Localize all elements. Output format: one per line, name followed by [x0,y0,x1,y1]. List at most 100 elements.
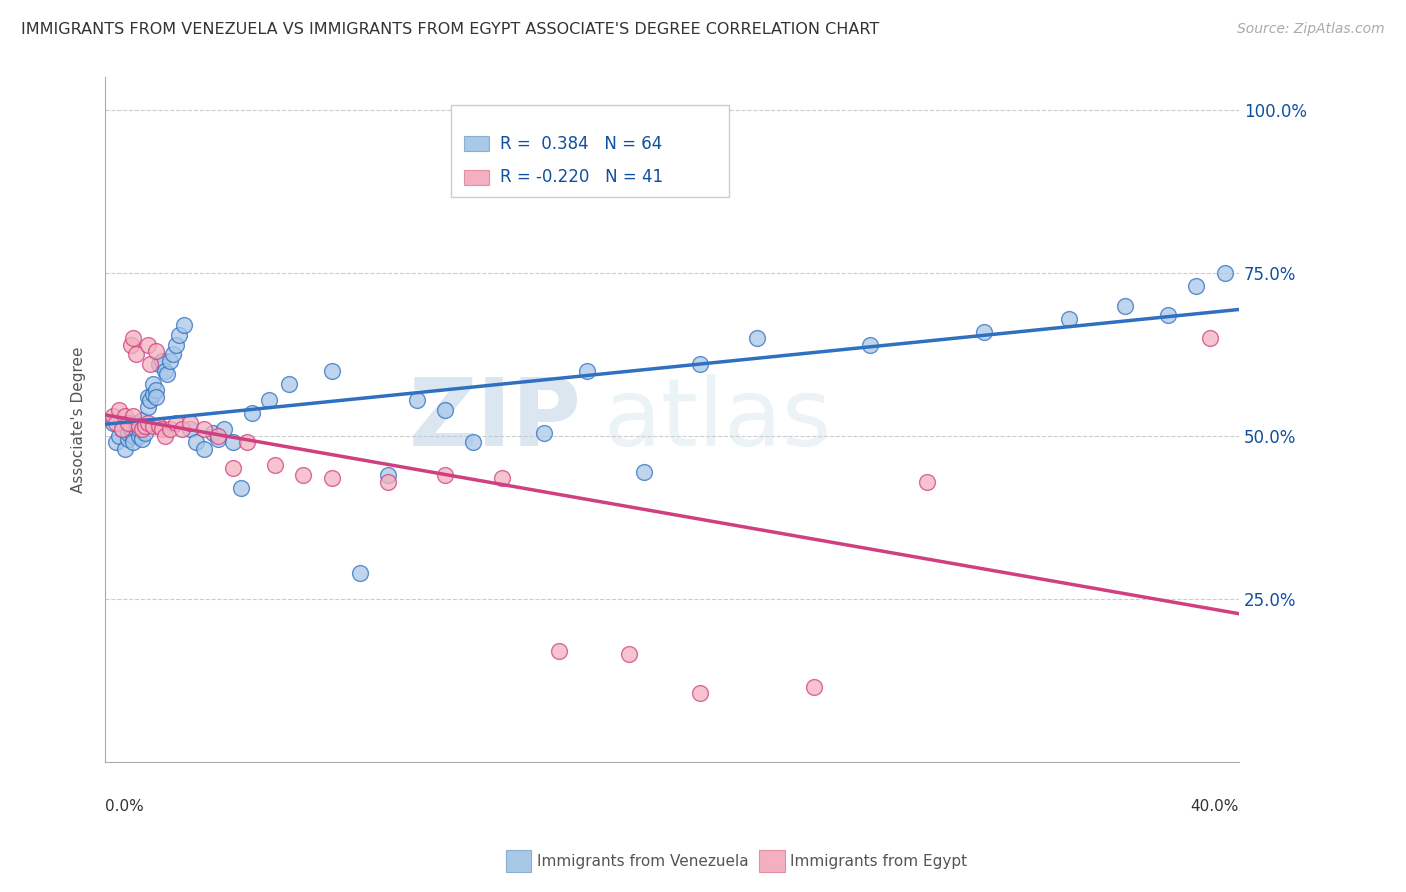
Point [242,406,264,420]
Point [179,422,201,436]
Point [1157,309,1180,323]
Point [165,416,187,430]
Point [159,422,181,436]
Point [111,422,134,436]
Point [150,354,173,368]
Text: R = -0.220   N = 41: R = -0.220 N = 41 [499,169,662,186]
Point [142,376,165,391]
Point [405,392,427,407]
Point [128,429,150,443]
Point [207,429,229,443]
Point [221,461,243,475]
Point [1185,279,1208,293]
Point [103,409,125,424]
Point [159,354,181,368]
Point [128,422,150,436]
Point [122,409,145,424]
Point [212,422,235,436]
Y-axis label: Associate's Degree: Associate's Degree [72,346,86,493]
FancyBboxPatch shape [464,169,489,185]
Point [1213,266,1236,280]
Point [153,429,176,443]
Point [229,481,252,495]
Point [136,337,159,351]
Point [165,337,187,351]
Point [463,435,485,450]
Point [122,435,145,450]
Point [1241,272,1264,286]
Point [377,475,399,489]
Point [491,471,513,485]
Point [173,318,195,332]
Point [131,432,153,446]
Point [122,331,145,345]
Point [689,357,711,371]
Point [184,435,207,450]
Text: R =  0.384   N = 64: R = 0.384 N = 64 [499,135,662,153]
Point [633,465,655,479]
Text: ZIP: ZIP [408,374,581,466]
Text: IMMIGRANTS FROM VENEZUELA VS IMMIGRANTS FROM EGYPT ASSOCIATE'S DEGREE CORRELATIO: IMMIGRANTS FROM VENEZUELA VS IMMIGRANTS … [21,22,879,37]
Point [120,422,142,436]
Point [131,422,153,436]
Text: Source: ZipAtlas.com: Source: ZipAtlas.com [1237,22,1385,37]
Point [108,429,131,443]
Point [207,432,229,446]
Point [117,425,139,440]
Point [114,442,136,456]
Point [193,442,215,456]
Point [134,425,156,440]
Point [619,647,641,661]
Point [108,402,131,417]
Point [745,331,768,345]
Point [114,409,136,424]
Point [125,416,148,430]
Point [134,419,156,434]
Point [859,337,882,351]
Point [156,367,179,381]
Point [103,416,125,430]
Point [377,468,399,483]
Point [434,402,457,417]
Point [547,644,569,658]
Point [349,566,371,580]
Point [111,422,134,436]
Text: 40.0%: 40.0% [1191,799,1239,814]
FancyBboxPatch shape [464,136,489,152]
Point [131,412,153,426]
Point [533,425,555,440]
Point [221,435,243,450]
Point [125,347,148,361]
Point [321,471,343,485]
Point [321,364,343,378]
Point [259,392,281,407]
Point [170,422,193,436]
Point [235,435,257,450]
Point [292,468,315,483]
Point [145,344,167,359]
Point [201,425,224,440]
Point [105,435,128,450]
Point [434,468,457,483]
Point [803,680,825,694]
Point [136,416,159,430]
Point [139,392,162,407]
Point [136,390,159,404]
Point [145,384,167,398]
Point [128,419,150,434]
Text: atlas: atlas [603,374,832,466]
Point [142,386,165,401]
Point [973,325,995,339]
Point [122,429,145,443]
Point [193,422,215,436]
Point [264,458,287,473]
Point [142,419,165,434]
Point [136,400,159,414]
Point [145,390,167,404]
Point [1199,331,1222,345]
Point [278,376,301,391]
Point [120,337,142,351]
Point [689,686,711,700]
Point [139,357,162,371]
Text: Immigrants from Venezuela: Immigrants from Venezuela [537,854,749,869]
